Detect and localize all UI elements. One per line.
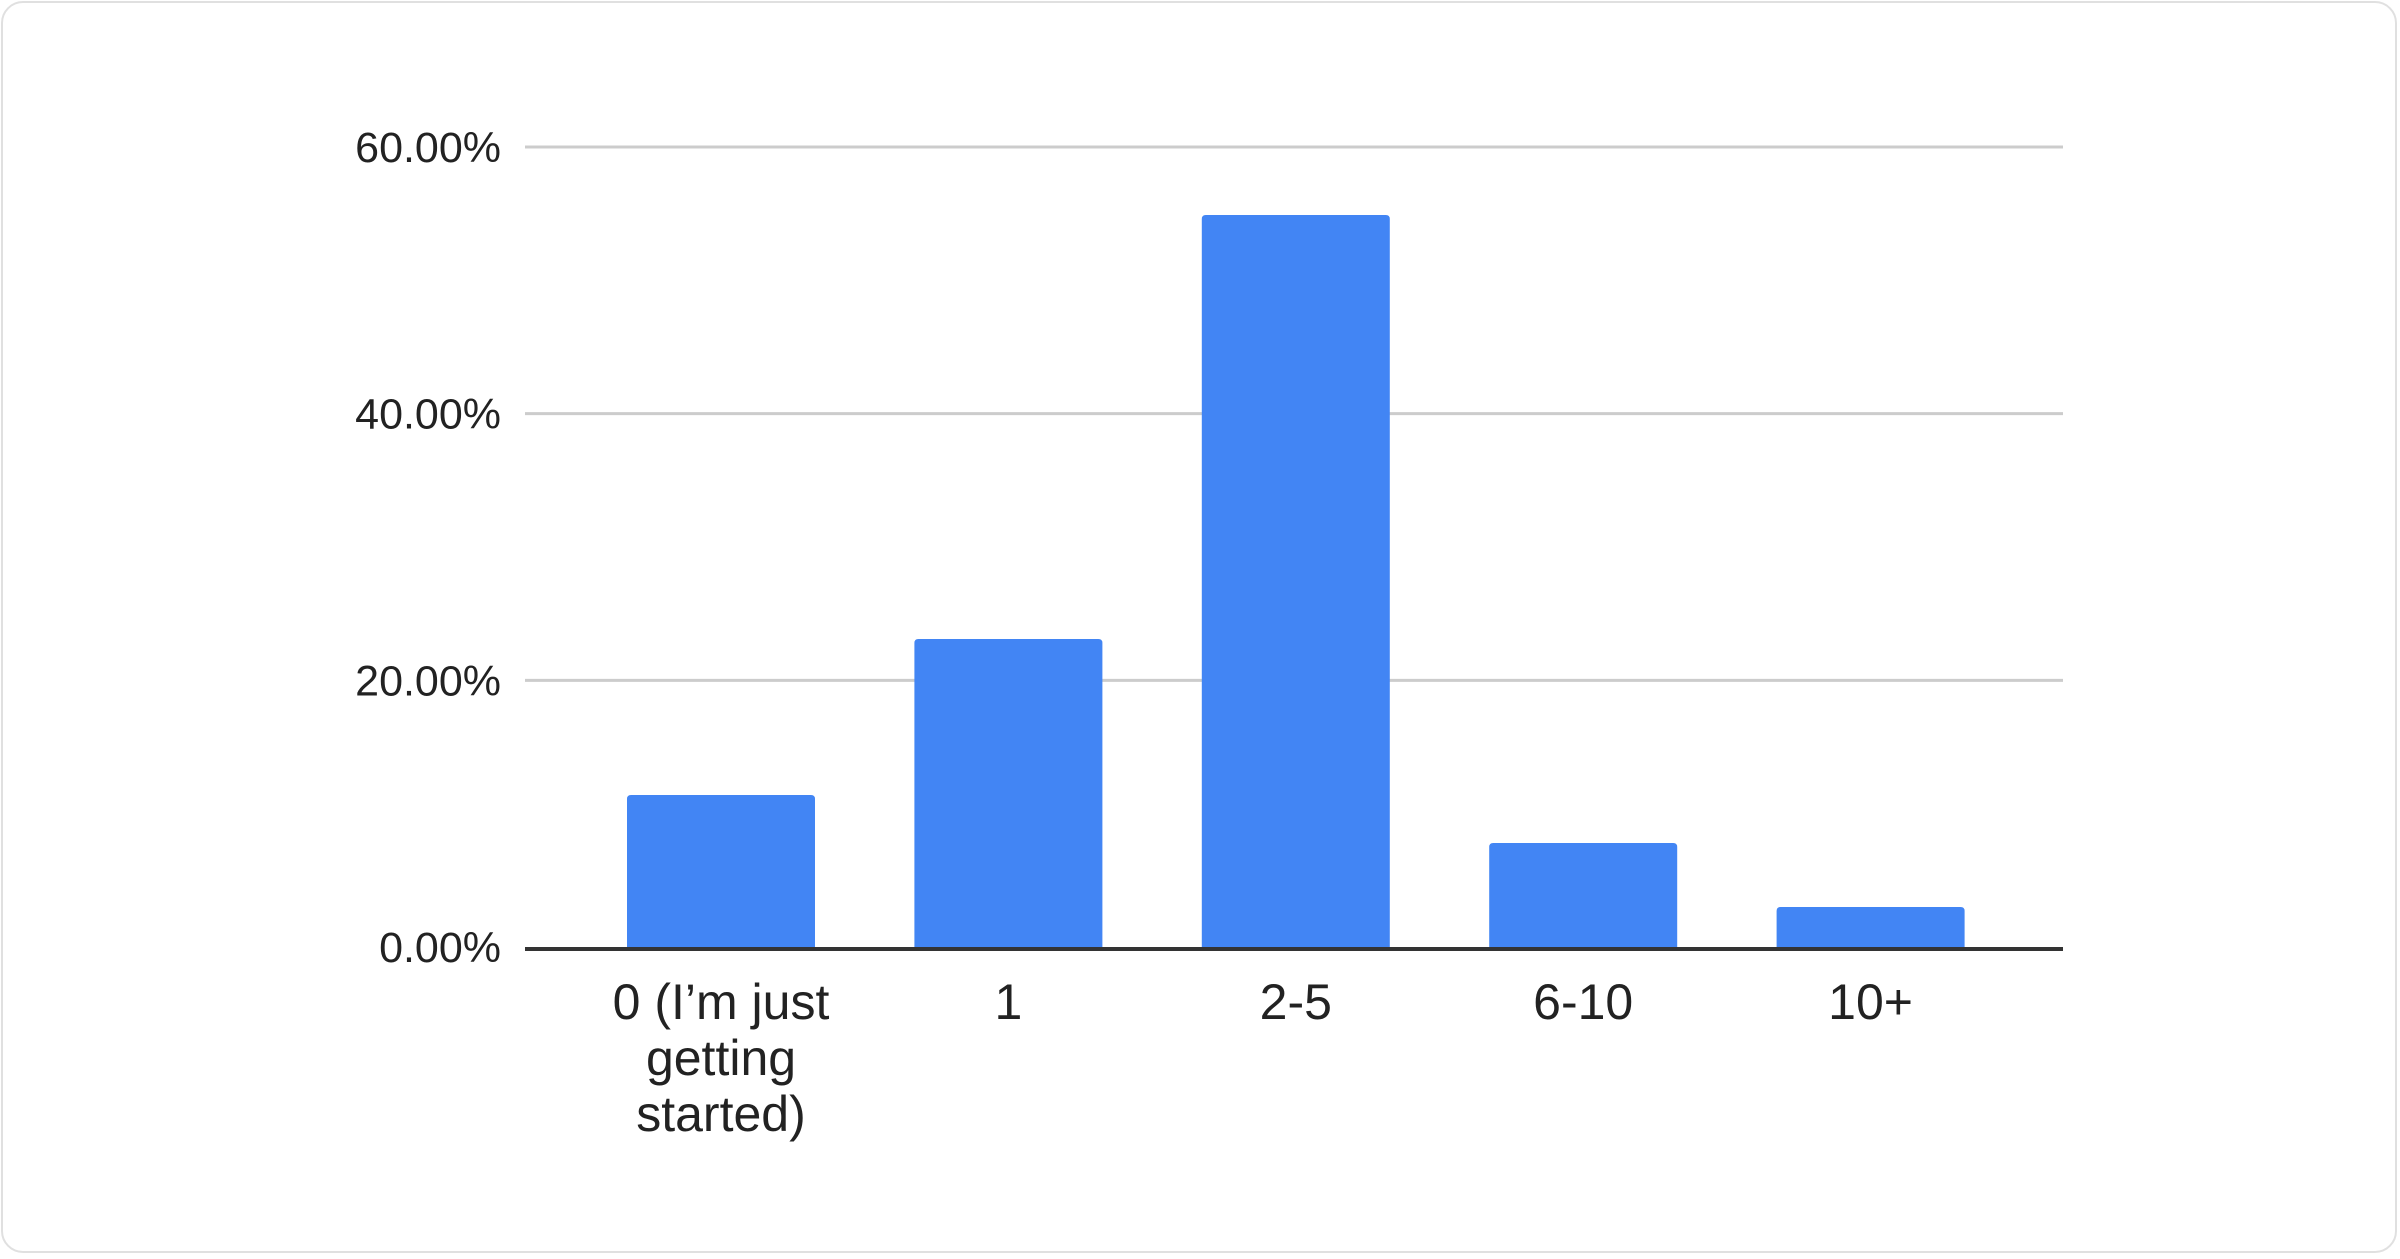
- y-tick-label: 20.00%: [355, 657, 501, 705]
- bar: [1489, 843, 1678, 947]
- bar: [1776, 907, 1965, 947]
- x-tick-label: getting: [646, 1030, 796, 1086]
- x-tick-label: 6-10: [1533, 974, 1633, 1030]
- bar-chart: 0.00% 20.00% 40.00% 60.00% 0 (I’m justgettin…: [355, 124, 2063, 1142]
- x-tick-label: 0 (I’m just: [613, 974, 830, 1030]
- bar: [1201, 215, 1390, 947]
- x-tick-label: 1: [994, 974, 1022, 1030]
- x-tick-label: 2-5: [1260, 974, 1332, 1030]
- x-tick-label: started): [636, 1086, 806, 1142]
- y-tick-label: 0.00%: [379, 924, 501, 972]
- y-tick-label: 40.00%: [355, 391, 501, 439]
- bar: [914, 639, 1103, 947]
- bar: [627, 795, 815, 947]
- x-tick-label: 10+: [1828, 974, 1913, 1030]
- y-tick-label: 60.00%: [355, 124, 501, 172]
